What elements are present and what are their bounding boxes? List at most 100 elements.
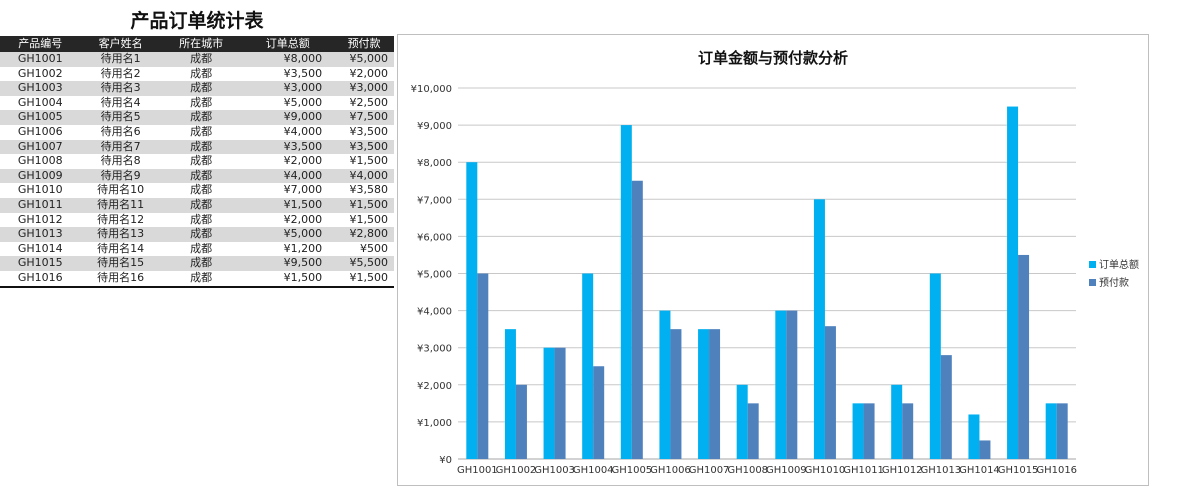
cell-city[interactable]: 成都 xyxy=(190,124,213,138)
cell-customer-name[interactable]: 待用名4 xyxy=(100,95,141,109)
cell-product-id[interactable]: GH1016 xyxy=(17,270,63,284)
cell-customer-name[interactable]: 待用名10 xyxy=(97,183,145,197)
cell-city[interactable]: 成都 xyxy=(190,95,213,109)
cell-product-id[interactable]: GH1011 xyxy=(17,197,63,211)
cell-customer-name[interactable]: 待用名15 xyxy=(97,256,145,270)
bar-prepayment xyxy=(824,326,836,459)
cell-order-total[interactable]: ¥3,500 xyxy=(283,139,323,153)
cell-order-total[interactable]: ¥8,000 xyxy=(283,52,323,65)
cell-product-id[interactable]: GH1009 xyxy=(17,168,63,182)
table-row: GH1008 待用名8 成都 ¥2,000 ¥1,500 xyxy=(0,154,394,169)
cell-product-id[interactable]: GH1006 xyxy=(17,124,63,138)
cell-order-total[interactable]: ¥1,500 xyxy=(283,197,323,211)
cell-customer-name[interactable]: 待用名11 xyxy=(97,197,145,211)
cell-city[interactable]: 成都 xyxy=(190,212,213,226)
bar-prepayment xyxy=(747,403,759,459)
cell-customer-name[interactable]: 待用名16 xyxy=(97,270,145,284)
cell-order-total[interactable]: ¥7,000 xyxy=(283,183,323,197)
cell-product-id[interactable]: GH1003 xyxy=(17,81,63,95)
cell-order-total[interactable]: ¥2,000 xyxy=(283,154,323,168)
cell-product-id[interactable]: GH1014 xyxy=(17,241,63,255)
table-row: GH1010 待用名10 成都 ¥7,000 ¥3,580 xyxy=(0,183,394,198)
cell-customer-name[interactable]: 待用名13 xyxy=(97,227,145,241)
table-row: GH1001 待用名1 成都 ¥8,000 ¥5,000 xyxy=(0,52,394,67)
bar-prepayment xyxy=(515,384,527,459)
header-city[interactable]: 所在城市 xyxy=(179,37,224,50)
cell-city[interactable]: 成都 xyxy=(190,110,213,124)
cell-prepayment[interactable]: ¥2,000 xyxy=(349,66,389,80)
cell-city[interactable]: 成都 xyxy=(190,197,213,211)
x-tick-label: GH1009 xyxy=(766,465,807,476)
cell-order-total[interactable]: ¥4,000 xyxy=(283,168,323,182)
cell-customer-name[interactable]: 待用名2 xyxy=(100,66,141,80)
cell-city[interactable]: 成都 xyxy=(190,66,213,80)
cell-customer-name[interactable]: 待用名6 xyxy=(100,124,141,138)
cell-product-id[interactable]: GH1001 xyxy=(17,52,63,65)
cell-customer-name[interactable]: 待用名8 xyxy=(100,154,141,168)
cell-product-id[interactable]: GH1005 xyxy=(17,110,63,124)
cell-order-total[interactable]: ¥2,000 xyxy=(283,212,323,226)
cell-city[interactable]: 成都 xyxy=(190,81,213,95)
table-header-row: 产品编号 客户姓名 所在城市 订单总额 预付款 xyxy=(0,36,394,52)
cell-prepayment[interactable]: ¥3,000 xyxy=(349,81,389,95)
cell-product-id[interactable]: GH1002 xyxy=(17,66,63,80)
header-customer-name[interactable]: 客户姓名 xyxy=(98,37,143,50)
cell-prepayment[interactable]: ¥1,500 xyxy=(349,154,389,168)
cell-order-total[interactable]: ¥1,500 xyxy=(283,270,323,284)
cell-order-total[interactable]: ¥5,000 xyxy=(283,227,323,241)
cell-city[interactable]: 成都 xyxy=(190,154,213,168)
cell-prepayment[interactable]: ¥7,500 xyxy=(349,110,389,124)
cell-order-total[interactable]: ¥9,500 xyxy=(283,256,323,270)
cell-order-total[interactable]: ¥9,000 xyxy=(283,110,323,124)
cell-product-id[interactable]: GH1015 xyxy=(17,256,63,270)
cell-prepayment[interactable]: ¥500 xyxy=(360,241,388,255)
cell-prepayment[interactable]: ¥4,000 xyxy=(349,168,389,182)
cell-prepayment[interactable]: ¥3,500 xyxy=(349,139,389,153)
cell-order-total[interactable]: ¥3,500 xyxy=(283,66,323,80)
cell-customer-name[interactable]: 待用名5 xyxy=(100,110,141,124)
cell-city[interactable]: 成都 xyxy=(190,241,213,255)
cell-prepayment[interactable]: ¥2,800 xyxy=(349,227,389,241)
cell-order-total[interactable]: ¥4,000 xyxy=(283,124,323,138)
header-prepayment[interactable]: 预付款 xyxy=(347,37,381,50)
bar-order-total xyxy=(929,273,941,459)
cell-customer-name[interactable]: 待用名3 xyxy=(100,81,141,95)
cell-order-total[interactable]: ¥3,000 xyxy=(283,81,323,95)
cell-prepayment[interactable]: ¥3,500 xyxy=(349,124,389,138)
cell-product-id[interactable]: GH1013 xyxy=(17,227,63,241)
cell-product-id[interactable]: GH1004 xyxy=(17,95,63,109)
cell-product-id[interactable]: GH1010 xyxy=(17,183,63,197)
cell-customer-name[interactable]: 待用名9 xyxy=(100,168,141,182)
cell-prepayment[interactable]: ¥1,500 xyxy=(349,270,389,284)
cell-prepayment[interactable]: ¥1,500 xyxy=(349,212,389,226)
cell-city[interactable]: 成都 xyxy=(190,183,213,197)
cell-city[interactable]: 成都 xyxy=(190,168,213,182)
cell-order-total[interactable]: ¥5,000 xyxy=(283,95,323,109)
cell-prepayment[interactable]: ¥3,580 xyxy=(349,183,389,197)
header-order-total[interactable]: 订单总额 xyxy=(265,37,310,50)
cell-city[interactable]: 成都 xyxy=(190,52,213,65)
cell-customer-name[interactable]: 待用名14 xyxy=(97,241,145,255)
cell-customer-name[interactable]: 待用名12 xyxy=(97,212,145,226)
cell-city[interactable]: 成都 xyxy=(190,270,213,284)
cell-product-id[interactable]: GH1012 xyxy=(17,212,63,226)
cell-city[interactable]: 成都 xyxy=(190,227,213,241)
x-tick-label: GH1005 xyxy=(611,465,652,476)
cell-customer-name[interactable]: 待用名7 xyxy=(100,139,141,153)
x-tick-label: GH1016 xyxy=(1036,465,1077,476)
y-tick-label: ¥5,000 xyxy=(417,270,452,281)
cell-order-total[interactable]: ¥1,200 xyxy=(283,241,323,255)
cell-product-id[interactable]: GH1008 xyxy=(17,154,63,168)
cell-prepayment[interactable]: ¥5,500 xyxy=(349,256,389,270)
chart-area[interactable]: 订单金额与预付款分析 ¥0 ¥1,000 ¥2,000 ¥3,000 ¥4,000 ¥5,… xyxy=(397,34,1149,486)
header-product-id[interactable]: 产品编号 xyxy=(18,37,63,50)
cell-city[interactable]: 成都 xyxy=(190,139,213,153)
y-tick-label: ¥10,000 xyxy=(411,84,452,95)
cell-customer-name[interactable]: 待用名1 xyxy=(100,52,141,65)
cell-product-id[interactable]: GH1007 xyxy=(17,139,63,153)
cell-city[interactable]: 成都 xyxy=(190,256,213,270)
cell-prepayment[interactable]: ¥1,500 xyxy=(349,197,389,211)
cell-prepayment[interactable]: ¥2,500 xyxy=(349,95,389,109)
bar-chart: ¥0 ¥1,000 ¥2,000 ¥3,000 ¥4,000 ¥5,000 ¥6,000 ¥7… xyxy=(411,84,1139,476)
cell-prepayment[interactable]: ¥5,000 xyxy=(349,52,389,65)
